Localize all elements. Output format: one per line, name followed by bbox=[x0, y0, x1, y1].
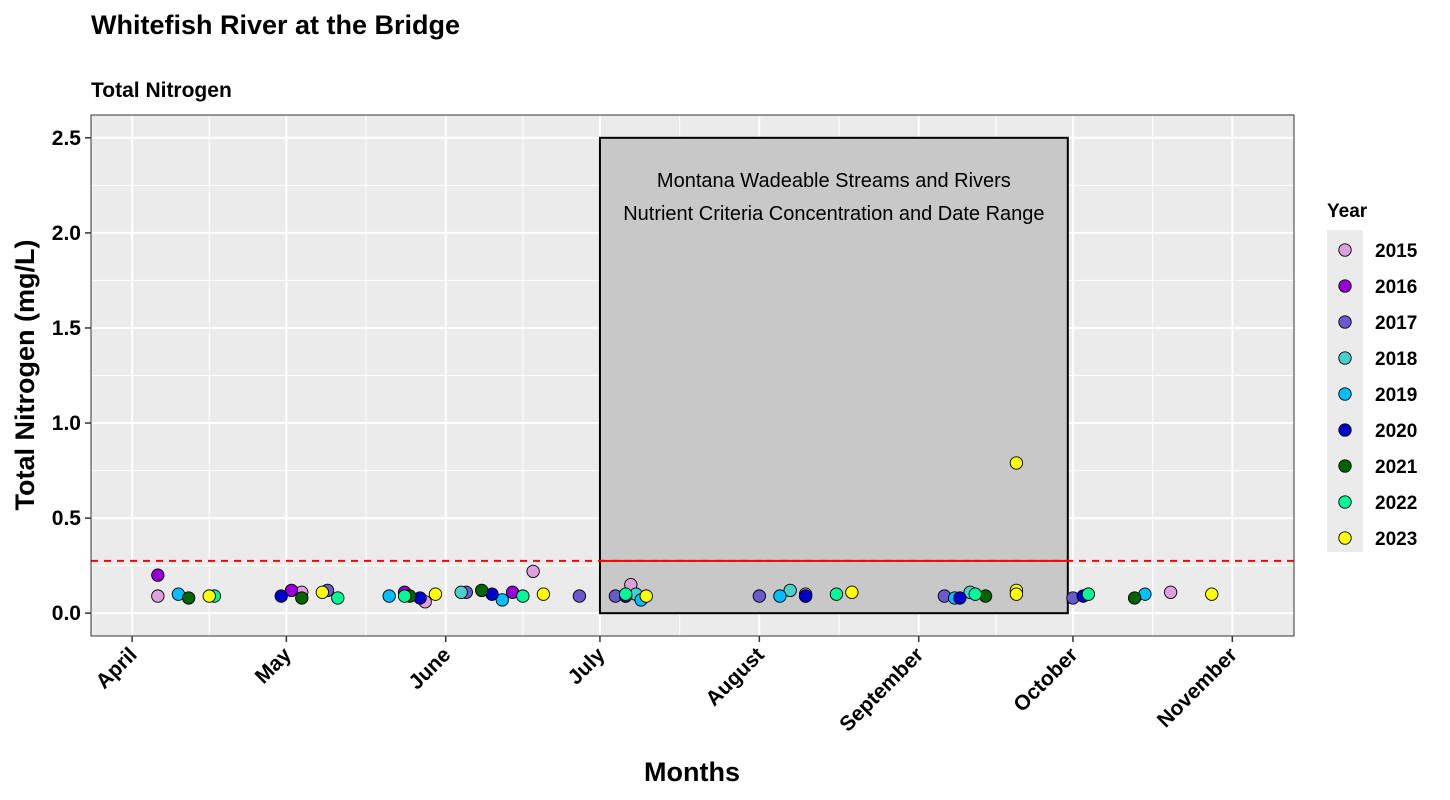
data-point-2020 bbox=[274, 589, 288, 603]
legend-key-2023 bbox=[1338, 531, 1352, 545]
legend-key-2018 bbox=[1338, 351, 1352, 365]
points-layer bbox=[151, 456, 1219, 609]
data-point-2021 bbox=[182, 591, 196, 605]
data-point-2023 bbox=[315, 585, 329, 599]
data-point-2023 bbox=[1205, 587, 1219, 601]
criteria-annotation-line: Nutrient Criteria Concentration and Date… bbox=[623, 203, 1044, 225]
x-tick-label: October bbox=[1009, 643, 1082, 716]
data-point-2015 bbox=[151, 589, 165, 603]
chart-subtitle: Total Nitrogen bbox=[91, 79, 232, 102]
data-point-2016 bbox=[284, 583, 299, 598]
y-tick-label: 0.5 bbox=[52, 507, 82, 530]
x-tick-label: November bbox=[1153, 643, 1242, 732]
data-point-2017 bbox=[752, 589, 766, 603]
criteria-date-range-box bbox=[598, 136, 1069, 615]
legend-label-2022: 2022 bbox=[1375, 493, 1417, 514]
data-point-2021 bbox=[1127, 591, 1142, 605]
legend-label-2021: 2021 bbox=[1375, 457, 1418, 478]
y-tick-label: 2.0 bbox=[52, 222, 81, 245]
x-tick-label: May bbox=[251, 643, 296, 688]
x-tick-label: July bbox=[564, 643, 610, 689]
data-point-2022 bbox=[1081, 587, 1096, 601]
y-tick-label: 2.5 bbox=[52, 127, 82, 150]
legend-label-2019: 2019 bbox=[1375, 385, 1417, 406]
legend-items: 2015 2016 2017 2018 2019 2020 2021 2022 2023 bbox=[1338, 241, 1418, 550]
plot-border bbox=[90, 114, 1295, 637]
data-point-2020 bbox=[953, 591, 967, 605]
legend-key-2020 bbox=[1338, 423, 1352, 437]
x-axis-title: Months bbox=[644, 757, 740, 787]
data-point-2022 bbox=[331, 591, 345, 605]
x-tick-label: August bbox=[701, 643, 768, 710]
legend-label-2020: 2020 bbox=[1375, 421, 1417, 442]
data-point-2022 bbox=[397, 589, 412, 603]
data-point-2023 bbox=[639, 589, 653, 603]
criteria-layer: Montana Wadeable Streams and Rivers Nutri… bbox=[91, 136, 1294, 615]
data-point-2023 bbox=[845, 585, 859, 599]
legend-key-2022 bbox=[1338, 495, 1352, 509]
data-point-2019 bbox=[382, 589, 396, 603]
data-point-2017 bbox=[572, 589, 587, 603]
data-point-2018 bbox=[783, 583, 797, 598]
data-point-2018 bbox=[454, 585, 468, 599]
data-point-2022 bbox=[619, 587, 633, 601]
legend-key-2017 bbox=[1338, 315, 1352, 329]
chart-title: Whitefish River at the Bridge bbox=[91, 10, 460, 40]
x-tick-label: September bbox=[835, 643, 928, 736]
data-point-2022 bbox=[829, 587, 844, 601]
data-point-2015 bbox=[526, 564, 540, 579]
legend: Year 2015 2016 2017 2018 2019 2020 2021 2022 202… bbox=[1327, 201, 1418, 552]
legend-key-2016 bbox=[1338, 279, 1352, 293]
legend-label-2018: 2018 bbox=[1375, 349, 1417, 370]
data-point-2020 bbox=[798, 589, 813, 603]
legend-label-2016: 2016 bbox=[1375, 277, 1417, 298]
y-tick-label: 1.0 bbox=[52, 412, 81, 435]
legend-key-2021 bbox=[1338, 459, 1352, 473]
y-tick-label: 0.0 bbox=[52, 602, 81, 625]
x-tick-label: April bbox=[92, 643, 142, 693]
legend-label-2023: 2023 bbox=[1375, 529, 1417, 550]
criteria-annotation-line: Montana Wadeable Streams and Rivers bbox=[657, 170, 1011, 192]
y-axis-title: Total Nitrogen (mg/L) bbox=[10, 240, 40, 511]
data-point-2023 bbox=[202, 589, 216, 603]
data-point-2023 bbox=[536, 587, 551, 601]
data-point-2023 bbox=[1009, 587, 1024, 601]
data-point-2023 bbox=[1009, 456, 1024, 470]
y-tick-label: 1.5 bbox=[52, 317, 82, 340]
y-axis-ticks: 0.0 0.5 1.0 1.5 2.0 2.5 bbox=[52, 127, 91, 625]
legend-label-2015: 2015 bbox=[1375, 241, 1418, 262]
data-point-2023 bbox=[428, 587, 443, 601]
data-point-2021 bbox=[475, 583, 489, 598]
legend-key-2015 bbox=[1338, 243, 1352, 257]
x-tick-label: June bbox=[404, 643, 455, 694]
legend-key-2019 bbox=[1338, 387, 1352, 401]
data-point-2019 bbox=[495, 593, 509, 607]
data-point-2022 bbox=[968, 587, 982, 601]
data-point-2022 bbox=[516, 589, 530, 603]
data-point-2015 bbox=[1163, 585, 1178, 599]
data-point-2021 bbox=[295, 591, 309, 605]
data-point-2019 bbox=[773, 589, 787, 603]
legend-label-2017: 2017 bbox=[1375, 313, 1417, 334]
data-point-2016 bbox=[151, 568, 165, 582]
x-axis-ticks: April May June July August September October No… bbox=[92, 636, 1242, 736]
legend-title: Year bbox=[1327, 201, 1368, 222]
